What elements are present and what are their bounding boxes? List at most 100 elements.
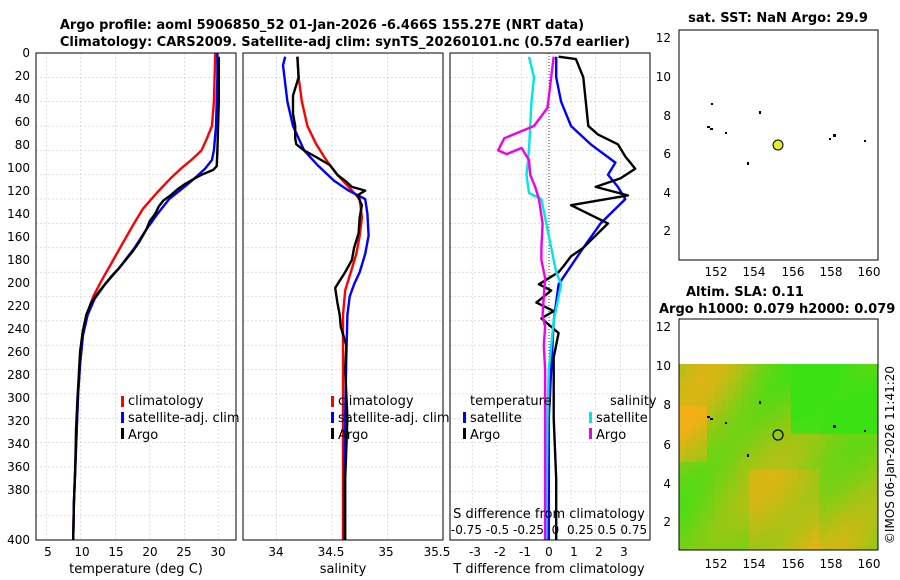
sla-cell [826,469,834,477]
sst-map-x-ticks: 152 154 156 158 160 [705,265,881,279]
sla-cell [868,539,876,547]
sla-cell [763,448,771,456]
sla-cell [798,455,806,463]
sla-cell [868,371,876,379]
sla-cell [721,462,729,470]
sla-cell [679,476,687,484]
sla-cell [770,539,778,547]
sla-cell [686,504,694,512]
sla-cell [812,378,820,386]
legend-label-satellite: satellite-adj. clim [128,411,240,426]
sla-cell [819,483,827,491]
sla-cell [693,469,701,477]
sla-y-tick-label: 6 [663,438,671,452]
sla-cell [798,413,806,421]
sla-cell [735,441,743,449]
legend-label-s-argo: Argo [596,428,626,443]
sla-cell [735,511,743,519]
sla-cell [819,539,827,547]
island-dot [759,111,761,114]
sla-cell [742,427,750,435]
sla-cell [721,539,729,547]
island-dot [725,422,727,424]
legend-salinity-heading: salinity [610,394,657,409]
sla-cell [714,546,722,551]
sla-cell [686,364,694,372]
sla-cell [735,532,743,540]
depth-tick-label: 140 [7,207,30,221]
sla-cell [721,518,729,526]
sla-cell [812,448,820,456]
legend-label-s-satellite: satellite [596,411,648,426]
island-dot [725,132,727,134]
sla-cell [868,427,876,435]
sla-cell [847,546,855,551]
sla-cell [833,490,841,498]
sla-cell [875,406,879,414]
sla-cell [854,476,862,484]
sla-cell [714,413,722,421]
sla-cell [805,546,813,551]
sla-cell [763,504,771,512]
sla-cell [686,427,694,435]
sla-cell [693,385,701,393]
sla-cell [861,518,869,526]
sla-cell [679,413,687,421]
sla-cell [700,413,708,421]
sla-cell [735,385,743,393]
sla-cell [812,462,820,470]
sla-cell [791,497,799,505]
sla-cell [784,420,792,428]
sst-x-tick-label: 158 [820,265,843,279]
sla-cell [868,525,876,533]
legend-swatch-argo [121,428,124,439]
sla-cell [707,497,715,505]
legend-swatch-satellite [121,412,124,423]
series-line-temperature-argo [535,55,637,540]
sla-y-tick-label: 4 [663,477,671,491]
sla-cell [826,406,834,414]
difference-tick-label: -3 [469,545,481,559]
sla-cell [735,504,743,512]
sla-cell [784,504,792,512]
salinity-legend: climatology satellite-adj. clim Argo [331,394,450,443]
sla-cell [770,448,778,456]
sla-cell [875,539,879,547]
sla-cell [840,539,848,547]
sla-cell [756,525,764,533]
sla-cell [784,490,792,498]
sla-cell [784,434,792,442]
sla-cell [707,392,715,400]
sla-cell [714,539,722,547]
temperature-lines [72,53,221,540]
sla-cell [805,434,813,442]
sla-cell [798,420,806,428]
sla-cell [791,469,799,477]
sst-x-tick-label: 160 [858,265,881,279]
sla-cell [777,511,785,519]
sla-cell [700,455,708,463]
sla-cell [721,371,729,379]
sla-cell [742,371,750,379]
island-dot [707,126,710,128]
sla-cell [756,455,764,463]
sla-cell [875,413,879,421]
sla-cell [749,434,757,442]
sla-cell [763,455,771,463]
sla-cell [721,546,729,551]
sla-cell [763,532,771,540]
sla-cell [700,420,708,428]
sla-cell [847,525,855,533]
sla-cell [721,532,729,540]
sla-cell [854,420,862,428]
sla-cell [679,392,687,400]
sla-cell [826,504,834,512]
sla-cell [686,525,694,533]
sla-cell [833,497,841,505]
sla-cell [721,434,729,442]
sla-cell [742,518,750,526]
sla-cell [840,490,848,498]
sla-cell [847,448,855,456]
sla-cell [868,392,876,400]
sla-cell [812,364,820,372]
